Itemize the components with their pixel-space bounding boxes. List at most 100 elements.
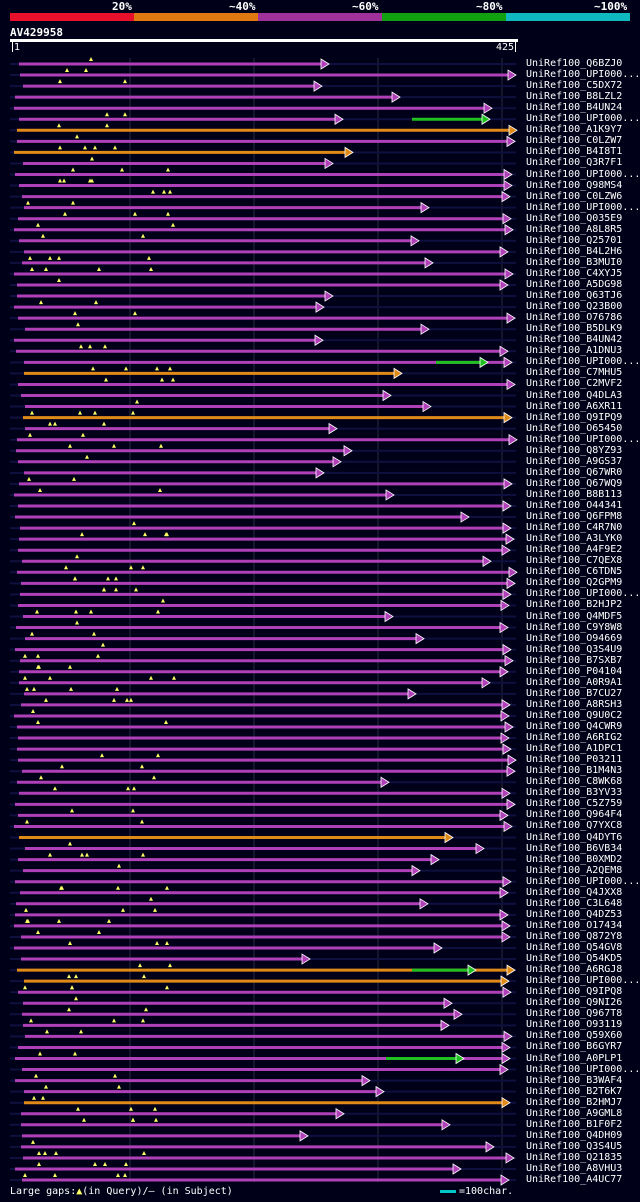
hit-label[interactable]: UniRef100_Q8YZ93 bbox=[526, 444, 623, 456]
hit-label[interactable]: UniRef100_Q23B00 bbox=[526, 301, 623, 313]
hit-label[interactable]: UniRef100_A8L8R5 bbox=[526, 223, 623, 235]
hit-label[interactable]: UniRef100_C9Y8W8 bbox=[526, 621, 623, 633]
hit-label[interactable]: UniRef100_P04104 bbox=[526, 665, 623, 677]
hit-label[interactable]: UniRef100_Q6FPM8 bbox=[526, 511, 623, 523]
hit-label[interactable]: UniRef100_UPI000... bbox=[526, 356, 640, 368]
hit-label[interactable]: UniRef100_P03211 bbox=[526, 754, 623, 766]
hit-label[interactable]: UniRef100_B7SXB7 bbox=[526, 654, 623, 666]
hit-label[interactable]: UniRef100_Q54KD5 bbox=[526, 953, 623, 965]
hit-label[interactable]: UniRef100_UPI000... bbox=[526, 201, 640, 213]
hit-label[interactable]: UniRef100_C7MHU5 bbox=[526, 367, 623, 379]
hit-label[interactable]: UniRef100_B1M4N3 bbox=[526, 765, 623, 777]
hit-label[interactable]: UniRef100_A4UC77 bbox=[526, 1174, 623, 1186]
hit-label[interactable]: UniRef100_Q872Y8 bbox=[526, 930, 623, 942]
hit-label[interactable]: UniRef100_Q9IPQ8 bbox=[526, 986, 623, 998]
hit-label[interactable]: UniRef100_B3YV33 bbox=[526, 787, 623, 799]
hit-label[interactable]: UniRef100_Q7YXC8 bbox=[526, 820, 623, 832]
hit-label[interactable]: UniRef100_O94669 bbox=[526, 632, 623, 644]
hit-label[interactable]: UniRef100_A4F9E2 bbox=[526, 544, 623, 556]
hit-label[interactable]: UniRef100_A0R9A1 bbox=[526, 676, 623, 688]
hit-label[interactable]: UniRef100_Q2GPM9 bbox=[526, 577, 623, 589]
hit-label[interactable]: UniRef100_A9GS37 bbox=[526, 455, 623, 467]
hit-label[interactable]: UniRef100_Q59X60 bbox=[526, 1030, 623, 1042]
hit-label[interactable]: UniRef100_Q4DYT6 bbox=[526, 831, 623, 843]
hit-label[interactable]: UniRef100_Q6BZJ0 bbox=[526, 58, 623, 69]
hit-label[interactable]: UniRef100_Q9IPQ9 bbox=[526, 411, 623, 423]
hit-label[interactable]: UniRef100_UPI000... bbox=[526, 875, 640, 887]
hit-label[interactable]: UniRef100_Q25701 bbox=[526, 234, 623, 246]
hit-label[interactable]: UniRef100_B2HMJ7 bbox=[526, 1096, 623, 1108]
hit-label[interactable]: UniRef100_Q67WR0 bbox=[526, 466, 623, 478]
hit-label[interactable]: UniRef100_A5DG98 bbox=[526, 279, 623, 290]
hit-label[interactable]: UniRef100_B2T6K7 bbox=[526, 1085, 623, 1097]
hit-label[interactable]: UniRef100_B5DLK9 bbox=[526, 323, 623, 335]
hit-label[interactable]: UniRef100_B8B113 bbox=[526, 488, 623, 500]
hit-label[interactable]: UniRef100_B3WAF4 bbox=[526, 1074, 623, 1086]
hit-label[interactable]: UniRef100_A1K9Y7 bbox=[526, 124, 623, 136]
hit-label[interactable]: UniRef100_Q4CWR9 bbox=[526, 721, 623, 732]
hit-label[interactable]: UniRef100_Q4DZ53 bbox=[526, 908, 623, 920]
hit-label[interactable]: UniRef100_C2MVF2 bbox=[526, 378, 623, 390]
hit-label[interactable]: UniRef100_UPI000... bbox=[526, 113, 640, 125]
hit-label[interactable]: UniRef100_B8LZL2 bbox=[526, 91, 623, 103]
hit-label[interactable]: UniRef100_A8VHU3 bbox=[526, 1163, 623, 1174]
hit-label[interactable]: UniRef100_Q964F4 bbox=[526, 809, 623, 821]
hit-label[interactable]: UniRef100_B1F0F2 bbox=[526, 1118, 623, 1130]
hit-label[interactable]: UniRef100_UPI000... bbox=[526, 69, 640, 81]
hit-label[interactable]: UniRef100_UPI000... bbox=[526, 168, 640, 180]
hit-label[interactable]: UniRef100_B6VB34 bbox=[526, 842, 623, 854]
hit-label[interactable]: UniRef100_C6TDN5 bbox=[526, 566, 623, 578]
hit-label[interactable]: UniRef100_A9GML8 bbox=[526, 1107, 623, 1119]
hit-label[interactable]: UniRef100_B3MUI0 bbox=[526, 256, 623, 268]
hit-label[interactable]: UniRef100_B6GYR7 bbox=[526, 1041, 623, 1053]
hit-label[interactable]: UniRef100_UPI000... bbox=[526, 433, 640, 445]
hit-label[interactable]: UniRef100_Q3S4U9 bbox=[526, 643, 623, 655]
hit-label[interactable]: UniRef100_O17434 bbox=[526, 919, 623, 931]
hit-label[interactable]: UniRef100_A2QEM8 bbox=[526, 864, 623, 876]
hit-label[interactable]: UniRef100_Q9U0C2 bbox=[526, 709, 623, 721]
hit-label[interactable]: UniRef100_Q9NI26 bbox=[526, 997, 623, 1009]
hit-label[interactable]: UniRef100_UPI000... bbox=[526, 975, 640, 987]
hit-label[interactable]: UniRef100_O44341 bbox=[526, 500, 623, 511]
hit-label[interactable]: UniRef100_O93119 bbox=[526, 1019, 623, 1031]
hit-label[interactable]: UniRef100_O76786 bbox=[526, 312, 623, 324]
hit-label[interactable]: UniRef100_C4R7N0 bbox=[526, 522, 623, 534]
hit-label[interactable]: UniRef100_C0LZW6 bbox=[526, 190, 623, 202]
hit-label[interactable]: UniRef100_B4L2H6 bbox=[526, 245, 623, 257]
hit-label[interactable]: UniRef100_Q98MS4 bbox=[526, 179, 623, 191]
hit-label[interactable]: UniRef100_B4UN42 bbox=[526, 334, 623, 346]
hit-label[interactable]: UniRef100_Q21835 bbox=[526, 1151, 623, 1163]
hit-label[interactable]: UniRef100_C4XYJ5 bbox=[526, 267, 623, 279]
hit-label[interactable]: UniRef100_A6RIG2 bbox=[526, 732, 623, 744]
hit-label[interactable]: UniRef100_UPI000... bbox=[526, 1063, 640, 1075]
hit-label[interactable]: UniRef100_A3LYK0 bbox=[526, 533, 623, 545]
hit-label[interactable]: UniRef100_Q3S4U5 bbox=[526, 1140, 623, 1152]
hit-label[interactable]: UniRef100_B7CU27 bbox=[526, 687, 623, 699]
hit-label[interactable]: UniRef100_Q63TJ6 bbox=[526, 290, 623, 302]
hit-label[interactable]: UniRef100_C0LZW7 bbox=[526, 135, 623, 147]
hit-label[interactable]: UniRef100_A0PLP1 bbox=[526, 1052, 623, 1064]
hit-label[interactable]: UniRef100_A6XR11 bbox=[526, 400, 623, 412]
hit-label[interactable]: UniRef100_Q967T8 bbox=[526, 1008, 623, 1020]
hit-label[interactable]: UniRef100_A1DPC1 bbox=[526, 743, 623, 755]
hit-label[interactable]: UniRef100_C3L648 bbox=[526, 897, 623, 909]
hit-label[interactable]: UniRef100_C8WK68 bbox=[526, 776, 623, 788]
hit-label[interactable]: UniRef100_B4UN24 bbox=[526, 102, 623, 114]
hit-label[interactable]: UniRef100_B0XMD2 bbox=[526, 853, 623, 865]
hit-label[interactable]: UniRef100_C7QEX8 bbox=[526, 555, 623, 567]
hit-label[interactable]: UniRef100_O65450 bbox=[526, 422, 623, 434]
hit-label[interactable]: UniRef100_Q54GV8 bbox=[526, 942, 623, 953]
hit-label[interactable]: UniRef100_B2HJP2 bbox=[526, 599, 623, 611]
hit-label[interactable]: UniRef100_UPI000... bbox=[526, 588, 640, 600]
hit-label[interactable]: UniRef100_Q67WQ9 bbox=[526, 477, 623, 489]
hit-label[interactable]: UniRef100_A1DNU3 bbox=[526, 345, 623, 357]
hit-label[interactable]: UniRef100_Q4MDF5 bbox=[526, 610, 623, 622]
hit-label[interactable]: UniRef100_Q4DH09 bbox=[526, 1129, 623, 1141]
hit-label[interactable]: UniRef100_Q4DLA3 bbox=[526, 389, 623, 401]
hit-label[interactable]: UniRef100_C5Z759 bbox=[526, 798, 623, 810]
hit-label[interactable]: UniRef100_A6RGJ8 bbox=[526, 964, 623, 976]
hit-label[interactable]: UniRef100_B4I8T1 bbox=[526, 146, 623, 158]
hit-label[interactable]: UniRef100_Q4JXX8 bbox=[526, 886, 623, 898]
hit-label[interactable]: UniRef100_Q3R7F1 bbox=[526, 157, 623, 169]
hit-label[interactable]: UniRef100_Q035E9 bbox=[526, 212, 623, 224]
